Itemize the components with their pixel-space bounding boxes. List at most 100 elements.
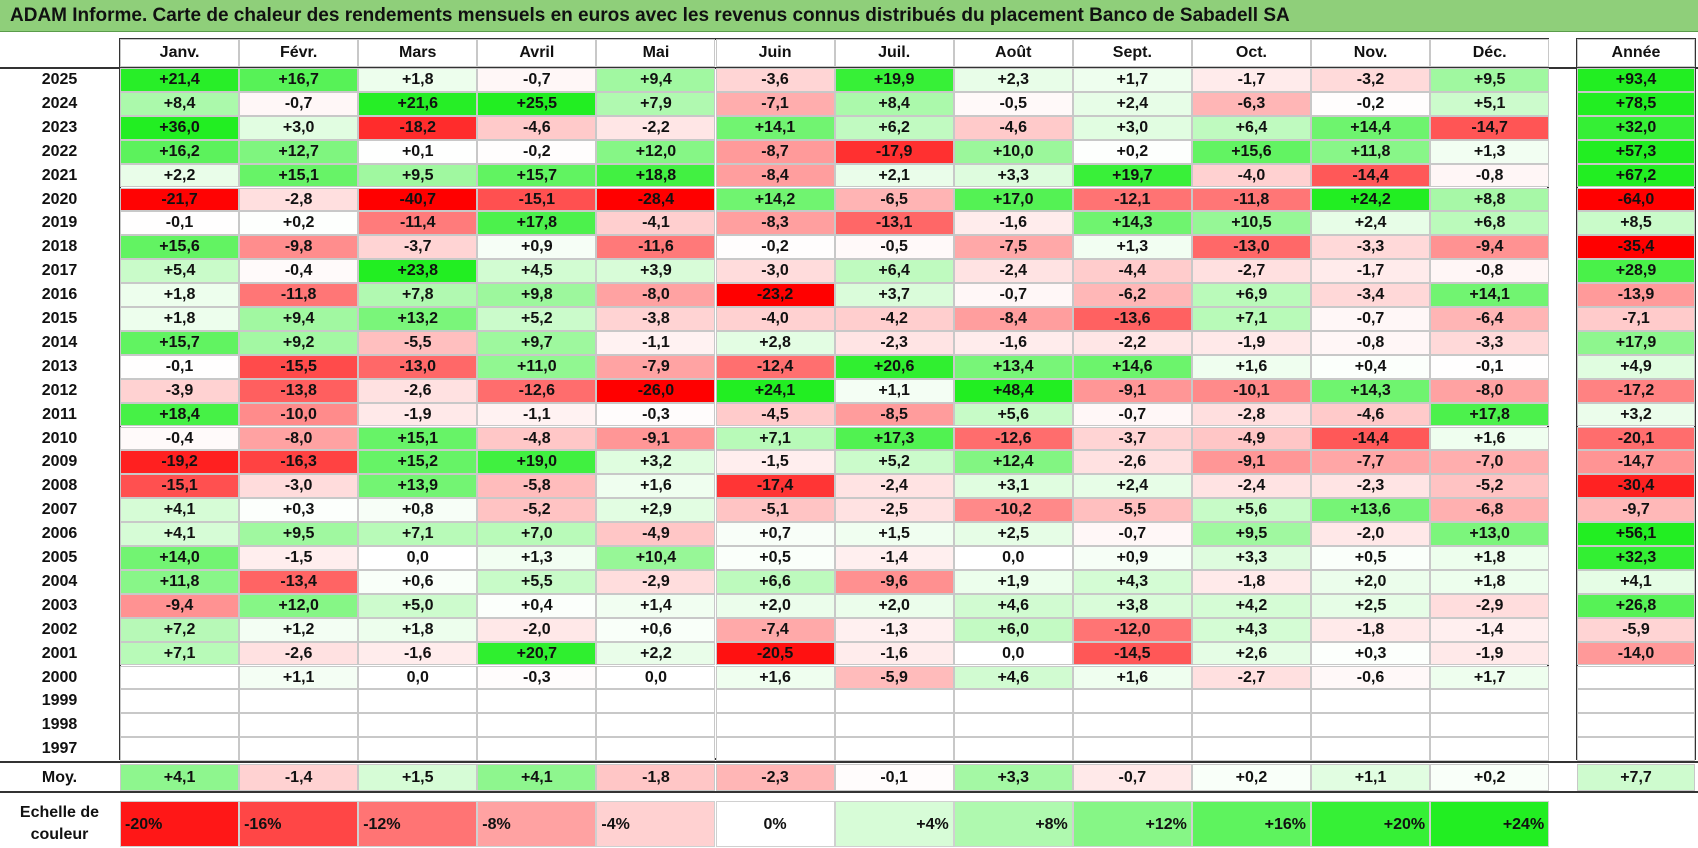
heatmap-cell	[120, 737, 240, 762]
heatmap-cell: -8,0	[239, 426, 359, 451]
heatmap-cell: +9,5	[1191, 522, 1311, 546]
year-label: 2004	[41, 572, 78, 590]
average-cell: +3,3	[953, 764, 1073, 791]
heatmap-cell: +36,0	[120, 115, 240, 140]
heatmap-cell: -12,6	[953, 426, 1073, 451]
heatmap-cell: +0,8	[358, 498, 478, 523]
heatmap-cell: +2,0	[834, 593, 954, 618]
year-label: 2013	[41, 357, 78, 375]
month-header: Mai	[596, 39, 716, 67]
heatmap-cell: +20,6	[834, 354, 954, 379]
average-cell: +0,2	[1430, 764, 1550, 791]
heatmap-cell: +10,5	[1191, 211, 1311, 236]
heatmap-cell: +0,5	[1311, 546, 1431, 570]
heatmap-cell: -1,6	[834, 641, 954, 666]
year-label: 2002	[41, 620, 78, 638]
heatmap-cell: -12,4	[715, 354, 835, 379]
heatmap-cell: +0,2	[1072, 139, 1192, 164]
heatmap-cell: +6,0	[953, 617, 1073, 642]
heatmap-cell: +4,3	[1191, 617, 1311, 642]
heatmap-cell: -13,0	[1191, 235, 1311, 260]
annual-header: Année	[1577, 39, 1695, 67]
year-label: 2008	[41, 477, 78, 495]
heatmap-cell: +9,2	[239, 330, 359, 355]
heatmap-cell: +4,3	[1072, 569, 1192, 594]
heatmap-cell: +6,4	[1191, 115, 1311, 140]
heatmap-cell: -0,8	[1311, 330, 1431, 355]
year-label: 2007	[41, 501, 78, 519]
heatmap-cell: -5,9	[834, 665, 954, 690]
heatmap-cell: -5,2	[1430, 474, 1550, 499]
heatmap-cell: +0,6	[358, 569, 478, 594]
year-label: 2015	[41, 310, 78, 327]
heatmap-cell: +20,7	[477, 641, 597, 666]
heatmap-cell: -5,5	[358, 330, 478, 355]
heatmap-cell: +7,1	[715, 426, 835, 451]
heatmap-cell: +1,8	[120, 307, 240, 331]
heatmap-cell	[239, 689, 359, 714]
heatmap-cell: +4,6	[953, 593, 1073, 618]
annual-cell: -14,0	[1577, 641, 1695, 666]
heatmap-cell: +3,0	[1072, 115, 1192, 140]
heatmap-cell: +10,4	[596, 546, 716, 570]
color-scale-step: +16%	[1191, 801, 1311, 847]
heatmap-cell: -3,3	[1430, 330, 1550, 355]
heatmap-cell: -40,7	[358, 187, 478, 212]
heatmap-cell: +11,8	[1311, 139, 1431, 164]
heatmap-cell	[1430, 713, 1550, 738]
heatmap-cell: +13,0	[1430, 522, 1550, 546]
heatmap-cell: +1,8	[358, 617, 478, 642]
heatmap-cell: +0,1	[358, 139, 478, 164]
annual-cell	[1577, 689, 1695, 714]
heatmap-cell: +2,4	[1072, 91, 1192, 116]
heatmap-cell	[358, 713, 478, 738]
heatmap-cell: +9,8	[477, 283, 597, 307]
heatmap-cell: -2,7	[1191, 665, 1311, 690]
heatmap-cell: +1,5	[834, 522, 954, 546]
heatmap-cell: +3,1	[953, 474, 1073, 499]
heatmap-cell: +5,6	[953, 402, 1073, 427]
heatmap-cell: -13,4	[239, 569, 359, 594]
heatmap-cell: +0,3	[239, 498, 359, 523]
month-header: Juil.	[834, 39, 954, 67]
heatmap-cell: -6,4	[1430, 307, 1550, 331]
color-scale-step: -20%	[120, 801, 240, 847]
color-scale-step: +8%	[953, 801, 1073, 847]
heatmap-cell: -7,5	[953, 235, 1073, 260]
heatmap-cell: -11,8	[1191, 187, 1311, 212]
heatmap-cell: 0,0	[953, 641, 1073, 666]
heatmap-cell: +3,7	[834, 283, 954, 307]
annual-cell: +67,2	[1577, 163, 1695, 188]
annual-cell: +28,9	[1577, 259, 1695, 284]
heatmap-cell: -3,0	[239, 474, 359, 499]
heatmap-cell	[1311, 689, 1431, 714]
heatmap-cell: -7,9	[596, 354, 716, 379]
annual-cell: -17,2	[1577, 378, 1695, 403]
heatmap-cell: +12,4	[953, 450, 1073, 475]
heatmap-cell: -14,4	[1311, 163, 1431, 188]
heatmap-cell: +1,6	[1430, 426, 1550, 451]
average-cell: -2,3	[715, 764, 835, 791]
heatmap-cell: +5,0	[358, 593, 478, 618]
month-header: Août	[953, 39, 1073, 67]
heatmap-cell: -3,3	[1311, 235, 1431, 260]
heatmap-cell	[1191, 713, 1311, 738]
heatmap-cell: +13,6	[1311, 498, 1431, 523]
heatmap-cell: -14,5	[1072, 641, 1192, 666]
heatmap-cell: +0,9	[1072, 546, 1192, 570]
heatmap-cell: +15,2	[358, 450, 478, 475]
heatmap-cell: +17,0	[953, 187, 1073, 212]
heatmap-cell: -0,8	[1430, 259, 1550, 284]
heatmap-cell: +11,0	[477, 354, 597, 379]
annual-cell	[1577, 737, 1695, 762]
heatmap-cell: +9,5	[1430, 68, 1550, 92]
heatmap-cell: -4,9	[596, 522, 716, 546]
heatmap-cell	[834, 689, 954, 714]
heatmap-cell: -17,9	[834, 139, 954, 164]
heatmap-cell: +1,4	[596, 593, 716, 618]
annual-cell: +32,3	[1577, 546, 1695, 570]
heatmap-cell	[1430, 737, 1550, 762]
heatmap-cell: +14,3	[1311, 378, 1431, 403]
heatmap-cell: -20,5	[715, 641, 835, 666]
average-cell: -1,8	[596, 764, 716, 791]
